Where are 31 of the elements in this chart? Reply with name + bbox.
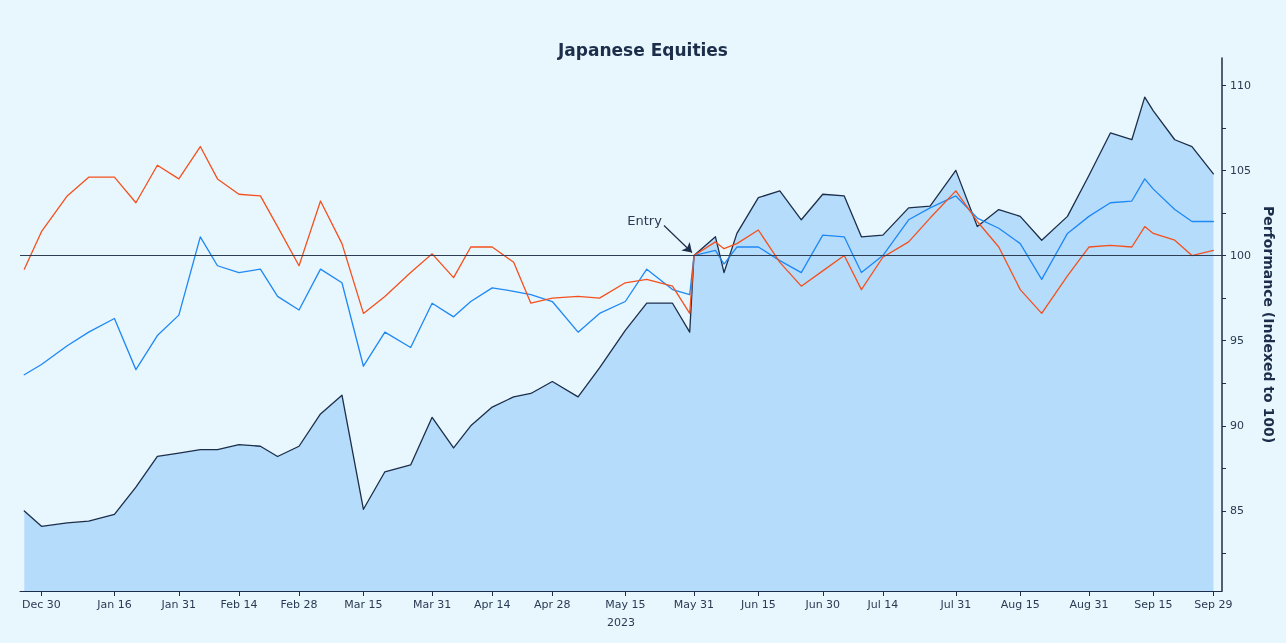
- x-tick-label: Apr 28: [534, 598, 571, 611]
- x-tick-label: Apr 14: [473, 598, 511, 611]
- x-axis-title: 2023: [607, 616, 635, 629]
- x-tick-label: Mar 31: [412, 598, 452, 611]
- y-tick-label: 110: [1230, 78, 1251, 92]
- x-tick-label: Mar 15: [344, 598, 383, 611]
- x-tick-label: May 15: [605, 598, 646, 611]
- x-tick-label: Jul 31: [939, 598, 972, 611]
- x-tick-label: Aug 31: [1069, 598, 1109, 611]
- x-tick-label: Jun 30: [804, 598, 841, 611]
- x-tick-label: Feb 28: [280, 598, 318, 611]
- line-series: [23, 145, 1215, 315]
- y-axis-title: Performance (Indexed to 100): [1260, 205, 1277, 444]
- annotation: Entry: [627, 212, 663, 228]
- x-tick-label: Jul 14: [866, 598, 899, 611]
- y-tick-label: 85: [1230, 504, 1244, 518]
- x-tick-label: Sep 15: [1134, 598, 1173, 611]
- x-tick-label: May 31: [673, 598, 715, 611]
- x-tick-label: Jun 15: [740, 598, 776, 611]
- chart-title: Japanese Equities: [557, 39, 728, 60]
- x-tick-label: Jan 16: [96, 598, 132, 611]
- y-tick-label: 90: [1230, 419, 1244, 433]
- y-tick-label: 95: [1230, 334, 1244, 348]
- x-tick-label: Jan 31: [160, 598, 197, 611]
- x-tick-label: Aug 15: [1000, 598, 1040, 611]
- line-series: [23, 178, 1215, 376]
- x-tick-label: Sep 29: [1194, 598, 1233, 611]
- y-tick-label: 105: [1230, 163, 1251, 177]
- x-tick-label: Dec 30: [22, 598, 61, 611]
- y-tick-label: 100: [1230, 249, 1251, 263]
- x-tick-label: Feb 14: [220, 598, 258, 611]
